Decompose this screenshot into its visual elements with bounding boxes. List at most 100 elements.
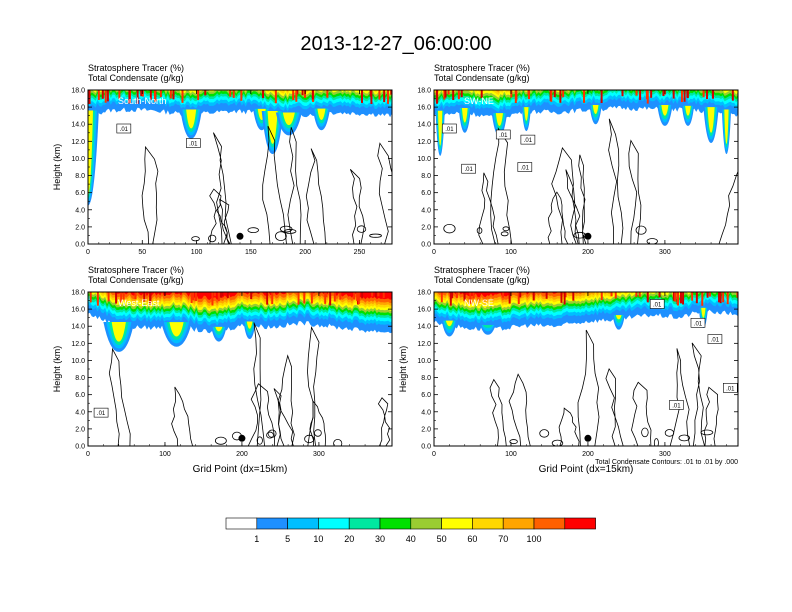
contour-line [605,367,624,446]
tracer-speckle [463,292,466,302]
intrusion-1-layer-3 [186,109,197,129]
colorbar-swatch-3 [318,517,350,530]
x-tick-label: 300 [659,249,671,256]
intrusion-5-layer-3 [317,108,326,120]
contour-blob [502,226,510,232]
contour-label: .01 [520,134,536,145]
contour-blob [214,436,227,445]
contour-line [253,322,265,446]
tracer-band-level-5 [88,90,392,100]
y-tick-label: 14.0 [71,122,85,129]
tracer-speckle [545,292,548,299]
y-tick-label: 14.0 [417,122,431,129]
tracer-speckle [96,292,99,306]
tracer-speckle [197,90,200,101]
tracer-speckle [559,90,562,103]
tracer-speckle [220,292,223,298]
intrusion-4-layer-3 [592,104,599,114]
colorbar-label: 50 [437,534,447,544]
plot-area: .01 .01 .01 .01 .01 [434,90,738,244]
panel-nw-se: .01 .01 .01 .01 .01 NW-SE Stratosphere Tracer … [398,265,739,475]
y-tick-label: 6.0 [75,392,85,399]
tracer-speckle [451,292,454,299]
contour-label: .01 [649,299,665,309]
x-axis-label: Grid Point (dx=15km) [539,464,634,475]
y-tick-label: 18.0 [417,88,431,95]
tracer-speckle [680,90,683,102]
tracer-speckle [295,90,298,102]
contour-blob [279,225,293,233]
condensate-contours [443,118,738,244]
contour-blob [191,236,200,242]
colorbar-label: 20 [344,534,354,544]
tracer-speckle [600,292,603,301]
tracer-speckle [97,90,100,100]
x-tick-label: 100 [191,249,203,256]
tracer-speckle [562,90,565,98]
y-tick-label: 18.0 [417,290,431,297]
tracer-speckle [736,292,738,298]
contour-blob [664,429,675,437]
x-tick-label: 100 [159,451,171,458]
tracer-speckle [136,90,139,104]
tracer-speckle [517,292,520,305]
contour-label: .01 [186,138,201,148]
colorbar-swatch-10 [533,517,566,530]
contour-line [349,169,365,244]
tracer-speckle [333,292,336,302]
contour-blob [500,231,509,237]
contour-line [307,326,320,446]
tracer-speckle [553,90,556,98]
tracer-speckle [311,90,314,100]
y-tick-label: 0.0 [421,444,431,451]
contour-line [141,145,159,244]
tracer-speckle [645,90,648,100]
y-tick-label: 10.0 [417,156,431,163]
y-tick-label: 4.0 [75,207,85,214]
contour-line [489,378,507,446]
contour-line [247,383,276,446]
panel-title-line2: Total Condensate (g/kg) [88,275,184,285]
contour-blob [539,429,550,438]
tracer-speckle [677,292,680,306]
tracer-speckle [435,90,438,104]
contour-line [691,342,705,446]
tracer-speckle [726,292,729,305]
contour-line [547,191,569,244]
contour-blob [635,225,647,235]
intrusion-2-layer-3 [615,315,622,320]
intrusion-4-layer-3 [282,112,295,126]
contour-label: .01 [707,334,723,344]
contour-line [216,198,231,244]
tracer-speckle [572,292,575,301]
tracer-speckle [118,90,121,100]
svg-text:.01: .01 [521,166,530,172]
plot-area: .01 .01 .01 .01 .01 [434,292,738,446]
colorbar-label: 5 [285,534,290,544]
y-tick-label: 18.0 [71,88,85,95]
y-tick-label: 16.0 [417,307,431,314]
colorbar-swatch-11 [564,517,596,530]
tracer-speckle [120,292,123,303]
contour-label: .01 [116,123,132,134]
contour-line [628,139,642,244]
tracer-speckle [527,90,530,100]
colorbar-swatch-2 [287,517,319,530]
contour-line [108,347,131,446]
x-tick-label: 250 [354,249,366,256]
tracer-speckle [374,292,377,298]
contour-blob [247,227,259,234]
tracer-speckle [271,292,274,305]
contour-blob [267,429,277,438]
contour-line [577,329,600,446]
tracer-speckle [550,90,553,102]
intrusion-0-layer-3 [111,321,126,342]
colorbar-swatch-9 [502,517,535,530]
colorbar-label: 60 [467,534,477,544]
tracer-speckle [600,90,603,103]
tracer-speckle [217,292,220,302]
contour-label: .01 [723,383,738,393]
tracer-speckle [718,292,721,303]
tracer-speckle [324,292,327,304]
tracer-speckle [440,292,443,303]
